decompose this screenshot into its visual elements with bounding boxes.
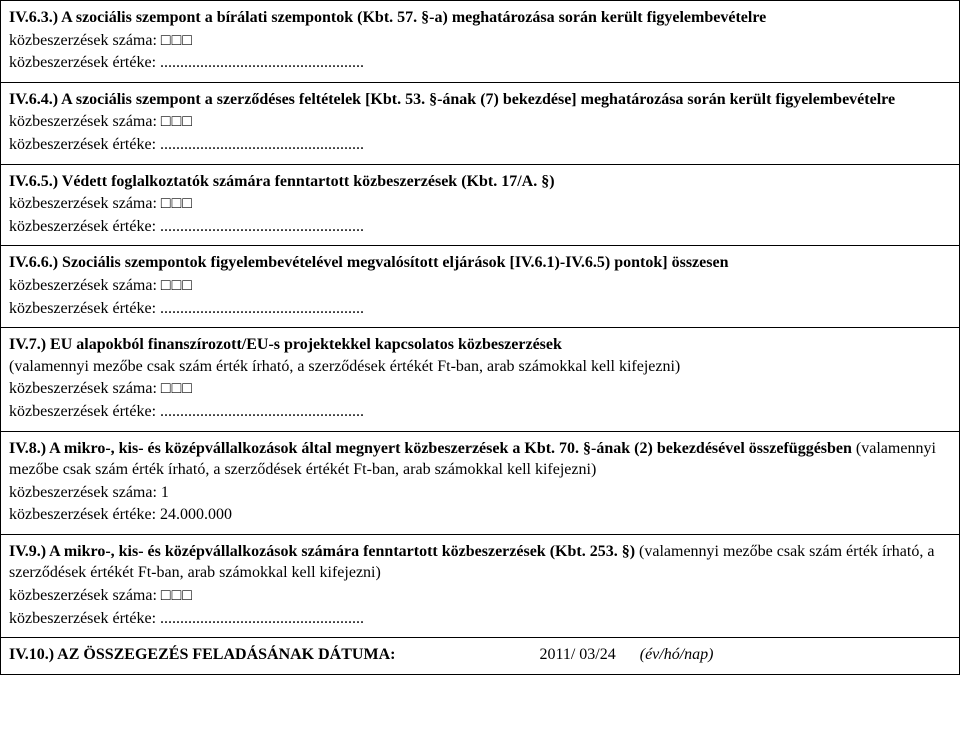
value-line: közbeszerzések értéke: 24.000.000 (9, 504, 951, 526)
count-line: közbeszerzések száma: □□□ (9, 193, 951, 215)
count-label: közbeszerzések száma: (9, 380, 157, 397)
title-text: IV.8.) A mikro-, kis- és középvállalkozá… (9, 440, 852, 457)
value-dots: ........................................… (160, 610, 364, 627)
count-line: közbeszerzések száma: □□□ (9, 30, 951, 52)
title-note: (valamennyi mezőbe csak szám érték írhat… (9, 358, 680, 375)
value-line: közbeszerzések értéke: .................… (9, 134, 951, 156)
value-label: közbeszerzések értéke: (9, 300, 156, 317)
section-title: IV.6.6.) Szociális szempontok figyelembe… (9, 252, 951, 274)
count-label: közbeszerzések száma: (9, 587, 157, 604)
section-iv-6-6: IV.6.6.) Szociális szempontok figyelembe… (0, 246, 960, 328)
section-iv-8: IV.8.) A mikro-, kis- és középvállalkozá… (0, 432, 960, 535)
section-iv-7: IV.7.) EU alapokból finanszírozott/EU-s … (0, 328, 960, 431)
value-dots: ........................................… (160, 403, 364, 420)
section-title: IV.7.) EU alapokból finanszírozott/EU-s … (9, 334, 951, 377)
value-line: közbeszerzések értéke: .................… (9, 216, 951, 238)
title-text: IV.9.) A mikro-, kis- és középvállalkozá… (9, 543, 635, 560)
value-line: közbeszerzések értéke: .................… (9, 608, 951, 630)
section-title: IV.8.) A mikro-, kis- és középvállalkozá… (9, 438, 951, 481)
value-dots: ........................................… (160, 218, 364, 235)
section-title: IV.10.) AZ ÖSSZEGEZÉS FELADÁSÁNAK DÁTUMA… (9, 644, 951, 666)
count-boxes: □□□ (161, 195, 193, 212)
title-text: IV.6.4.) A szociális szempont a szerződé… (9, 91, 895, 108)
section-iv-6-3: IV.6.3.) A szociális szempont a bírálati… (0, 0, 960, 83)
section-iv-6-4: IV.6.4.) A szociális szempont a szerződé… (0, 83, 960, 165)
value-label: közbeszerzések értéke: (9, 136, 156, 153)
title-text: IV.6.6.) Szociális szempontok figyelembe… (9, 254, 728, 271)
title-text: IV.7.) EU alapokból finanszírozott/EU-s … (9, 336, 562, 353)
date-value: 2011/ 03/24 (399, 646, 615, 663)
section-iv-10: IV.10.) AZ ÖSSZEGEZÉS FELADÁSÁNAK DÁTUMA… (0, 638, 960, 675)
count-value: 1 (161, 484, 169, 501)
value-line: közbeszerzések értéke: .................… (9, 401, 951, 423)
document-page: IV.6.3.) A szociális szempont a bírálati… (0, 0, 960, 675)
count-boxes: □□□ (161, 587, 193, 604)
section-title: IV.9.) A mikro-, kis- és középvállalkozá… (9, 541, 951, 584)
count-line: közbeszerzések száma: □□□ (9, 585, 951, 607)
value-value: 24.000.000 (160, 506, 232, 523)
value-label: közbeszerzések értéke: (9, 218, 156, 235)
section-title: IV.6.5.) Védett foglalkoztatók számára f… (9, 171, 951, 193)
count-label: közbeszerzések száma: (9, 113, 157, 130)
count-boxes: □□□ (161, 32, 193, 49)
value-dots: ........................................… (160, 136, 364, 153)
count-boxes: □□□ (161, 277, 193, 294)
count-label: közbeszerzések száma: (9, 32, 157, 49)
value-label: közbeszerzések értéke: (9, 403, 156, 420)
count-label: közbeszerzések száma: (9, 277, 157, 294)
value-line: közbeszerzések értéke: .................… (9, 52, 951, 74)
value-dots: ........................................… (160, 300, 364, 317)
section-iv-9: IV.9.) A mikro-, kis- és középvállalkozá… (0, 535, 960, 638)
count-label: közbeszerzések száma: (9, 195, 157, 212)
section-iv-6-5: IV.6.5.) Védett foglalkoztatók számára f… (0, 165, 960, 247)
value-line: közbeszerzések értéke: .................… (9, 298, 951, 320)
section-title: IV.6.3.) A szociális szempont a bírálati… (9, 7, 951, 29)
value-label: közbeszerzések értéke: (9, 610, 156, 627)
title-text: IV.10.) AZ ÖSSZEGEZÉS FELADÁSÁNAK DÁTUMA… (9, 646, 395, 663)
title-text: IV.6.5.) Védett foglalkoztatók számára f… (9, 173, 555, 190)
value-label: közbeszerzések értéke: (9, 506, 156, 523)
title-text: IV.6.3.) A szociális szempont a bírálati… (9, 9, 766, 26)
count-line: közbeszerzések száma: 1 (9, 482, 951, 504)
count-line: közbeszerzések száma: □□□ (9, 111, 951, 133)
count-boxes: □□□ (161, 380, 193, 397)
value-label: közbeszerzések értéke: (9, 54, 156, 71)
count-line: közbeszerzések száma: □□□ (9, 275, 951, 297)
date-suffix: (év/hó/nap) (640, 646, 714, 663)
count-boxes: □□□ (161, 113, 193, 130)
section-title: IV.6.4.) A szociális szempont a szerződé… (9, 89, 951, 111)
count-label: közbeszerzések száma: (9, 484, 157, 501)
count-line: közbeszerzések száma: □□□ (9, 378, 951, 400)
value-dots: ........................................… (160, 54, 364, 71)
